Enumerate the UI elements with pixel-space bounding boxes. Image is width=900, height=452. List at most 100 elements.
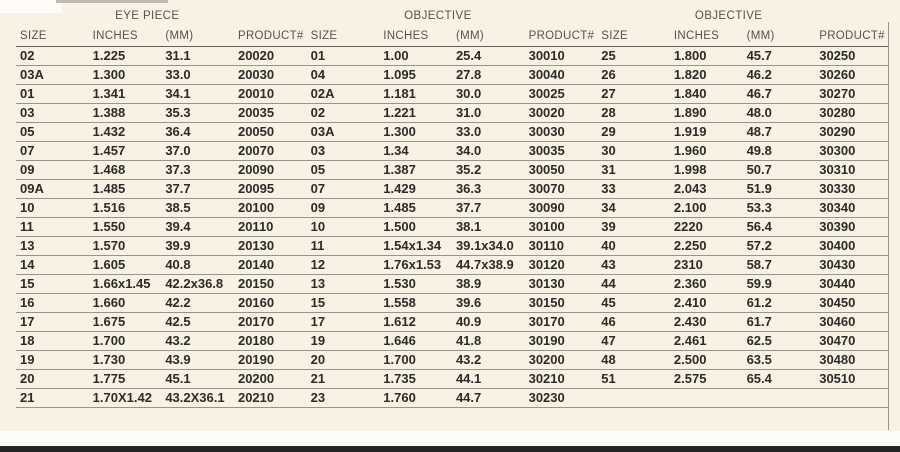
cell-objective2-product: 30510 bbox=[815, 369, 888, 389]
cell-objective1-product: 30150 bbox=[524, 293, 598, 313]
cell-eyepiece-size: 16 bbox=[16, 293, 89, 313]
cell-eyepiece-size: 03A bbox=[16, 65, 89, 85]
cell-objective1-product: 30190 bbox=[524, 331, 598, 351]
cell-objective2-mm: 56.4 bbox=[742, 217, 816, 237]
cell-objective2-inches: 2.430 bbox=[669, 312, 743, 332]
cell-eyepiece-mm: 42.2x36.8 bbox=[161, 274, 234, 294]
cell-objective2-inches: 1.890 bbox=[669, 103, 743, 123]
cell-eyepiece-size: 15 bbox=[16, 274, 89, 294]
cell-objective1-mm: 37.7 bbox=[451, 198, 525, 218]
cell-eyepiece-mm: 36.4 bbox=[161, 122, 234, 142]
cell-objective2-inches: 1.960 bbox=[669, 141, 743, 161]
cell-objective1-mm: 41.8 bbox=[451, 331, 525, 351]
cell-objective2-mm: 57.2 bbox=[742, 236, 816, 256]
cell-objective2-size: 46 bbox=[597, 312, 670, 332]
cell-objective2-size: 47 bbox=[597, 331, 670, 351]
cell-objective1-size: 02 bbox=[306, 103, 380, 123]
cell-objective2-product: 30310 bbox=[815, 160, 888, 180]
scan-smudge bbox=[56, 0, 168, 3]
cell-objective2-mm: 48.7 bbox=[742, 122, 816, 142]
cell-objective2-mm: 48.0 bbox=[742, 103, 816, 123]
column-header-row: SIZE INCHES (MM) PRODUCT# SIZE INCHES (M… bbox=[16, 26, 888, 47]
cell-objective1-mm: 43.2 bbox=[451, 350, 525, 370]
cell-objective1-size: 11 bbox=[306, 236, 380, 256]
cell-objective2-mm bbox=[742, 388, 816, 408]
col-header-eyepiece-size: SIZE bbox=[16, 26, 89, 47]
cell-eyepiece-size: 09 bbox=[16, 160, 89, 180]
cell-objective1-product: 30200 bbox=[524, 350, 598, 370]
cell-objective1-product: 30010 bbox=[524, 46, 598, 66]
cell-objective2-mm: 59.9 bbox=[742, 274, 816, 294]
cell-eyepiece-inches: 1.775 bbox=[88, 369, 162, 389]
cell-objective2-mm: 53.3 bbox=[742, 198, 816, 218]
cell-objective1-product: 30090 bbox=[524, 198, 598, 218]
cell-eyepiece-mm: 35.3 bbox=[161, 103, 234, 123]
cell-eyepiece-mm: 39.4 bbox=[161, 217, 234, 237]
cell-objective1-mm: 30.0 bbox=[451, 84, 525, 104]
cell-eyepiece-size: 03 bbox=[16, 103, 89, 123]
cell-eyepiece-mm: 43.2 bbox=[161, 331, 234, 351]
cell-eyepiece-size: 17 bbox=[16, 312, 89, 332]
table-row: 17 1.675 42.5 20170 17 1.612 40.9 30170 … bbox=[16, 312, 888, 332]
cell-objective2-inches: 2.575 bbox=[669, 369, 743, 389]
scan-corner-patch bbox=[0, 0, 62, 13]
cell-eyepiece-inches: 1.341 bbox=[88, 84, 162, 104]
cell-objective2-size: 40 bbox=[597, 236, 670, 256]
cell-objective1-inches: 1.429 bbox=[379, 179, 452, 199]
cell-objective1-size: 03 bbox=[306, 141, 380, 161]
col-header-objective2-inches: INCHES bbox=[669, 26, 743, 47]
cell-objective1-mm: 40.9 bbox=[451, 312, 525, 332]
cell-objective1-size: 12 bbox=[306, 255, 380, 275]
cell-objective2-inches: 1.919 bbox=[669, 122, 743, 142]
cell-objective2-inches: 2.100 bbox=[669, 198, 743, 218]
cell-eyepiece-inches: 1.516 bbox=[88, 198, 162, 218]
cell-objective1-inches: 1.387 bbox=[379, 160, 452, 180]
cell-eyepiece-size: 14 bbox=[16, 255, 89, 275]
cell-objective1-mm: 44.7 bbox=[451, 388, 525, 408]
cell-objective2-product bbox=[815, 388, 888, 408]
cell-objective1-product: 30120 bbox=[524, 255, 598, 275]
cell-objective2-size: 27 bbox=[597, 84, 670, 104]
cell-eyepiece-product: 20020 bbox=[233, 46, 307, 66]
cell-objective2-product: 30270 bbox=[815, 84, 888, 104]
cell-objective1-mm: 27.8 bbox=[451, 65, 525, 85]
cell-objective1-size: 19 bbox=[306, 331, 380, 351]
cell-objective1-inches: 1.558 bbox=[379, 293, 452, 313]
table-row: 07 1.457 37.0 20070 03 1.34 34.0 30035 3… bbox=[16, 141, 888, 161]
cell-objective1-product: 30050 bbox=[524, 160, 598, 180]
cell-objective1-mm: 38.1 bbox=[451, 217, 525, 237]
table-body: 02 1.225 31.1 20020 01 1.00 25.4 30010 2… bbox=[16, 46, 888, 408]
cell-objective2-product: 30290 bbox=[815, 122, 888, 142]
cell-eyepiece-product: 20170 bbox=[233, 312, 307, 332]
table-row: 15 1.66x1.45 42.2x36.8 20150 13 1.530 38… bbox=[16, 274, 888, 294]
cell-objective2-inches: 2310 bbox=[669, 255, 743, 275]
cell-eyepiece-mm: 34.1 bbox=[161, 84, 234, 104]
col-header-objective1-mm: (MM) bbox=[451, 26, 525, 47]
cell-objective1-size: 21 bbox=[306, 369, 380, 389]
cell-eyepiece-mm: 37.3 bbox=[161, 160, 234, 180]
cell-objective2-mm: 62.5 bbox=[742, 331, 816, 351]
cell-objective1-product: 30025 bbox=[524, 84, 598, 104]
cell-objective2-inches: 2.410 bbox=[669, 293, 743, 313]
cell-objective1-size: 13 bbox=[306, 274, 380, 294]
cell-objective2-size: 34 bbox=[597, 198, 670, 218]
cell-objective2-size: 39 bbox=[597, 217, 670, 237]
col-header-eyepiece-mm: (MM) bbox=[161, 26, 234, 47]
cell-objective1-size: 10 bbox=[306, 217, 380, 237]
cell-objective1-inches: 1.34 bbox=[379, 141, 452, 161]
cell-objective1-size: 07 bbox=[306, 179, 380, 199]
cell-eyepiece-size: 10 bbox=[16, 198, 89, 218]
cell-eyepiece-product: 20070 bbox=[233, 141, 307, 161]
cell-objective1-inches: 1.646 bbox=[379, 331, 452, 351]
cell-objective1-inches: 1.300 bbox=[379, 122, 452, 142]
cell-objective1-inches: 1.735 bbox=[379, 369, 452, 389]
cell-eyepiece-mm: 43.9 bbox=[161, 350, 234, 370]
cell-objective1-size: 09 bbox=[306, 198, 380, 218]
cell-objective1-mm: 39.6 bbox=[451, 293, 525, 313]
cell-objective1-product: 30130 bbox=[524, 274, 598, 294]
table-row: 10 1.516 38.5 20100 09 1.485 37.7 30090 … bbox=[16, 198, 888, 218]
cell-objective2-size: 26 bbox=[597, 65, 670, 85]
col-header-objective1-inches: INCHES bbox=[379, 26, 452, 47]
cell-objective1-size: 04 bbox=[306, 65, 380, 85]
cell-objective2-mm: 46.2 bbox=[742, 65, 816, 85]
